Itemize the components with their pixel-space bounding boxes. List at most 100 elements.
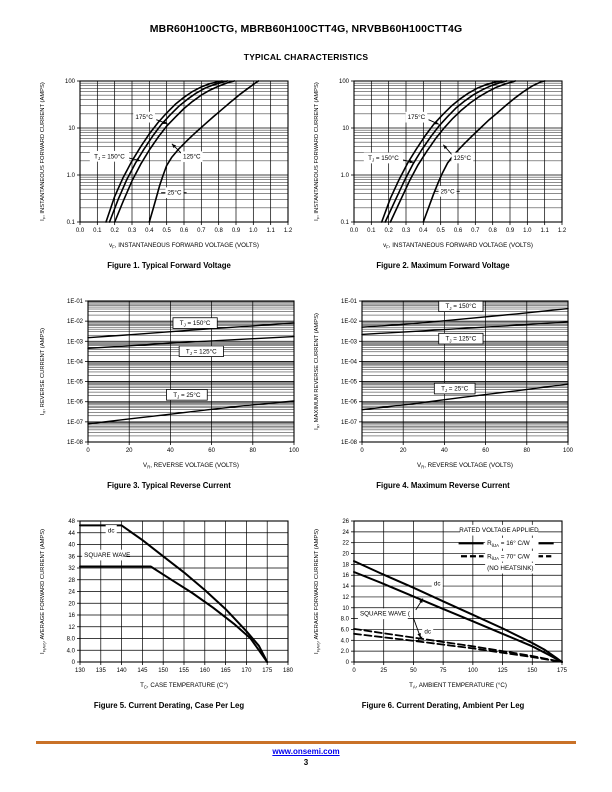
curve-label: RATED VOLTAGE APPLIED [459,527,539,534]
chart-text: 0.3 [402,228,411,234]
label-bg [82,549,125,561]
chart-text: 1E-08 [67,440,84,446]
plot-border [353,80,563,223]
x-axis-title: VR, REVERSE VOLTAGE (VOLTS) [417,462,513,470]
curve-25C [87,400,295,425]
figure-3-caption: Figure 3. Typical Reverse Current [107,481,231,490]
chart-text: 0.3 [128,228,137,234]
curve-125C [87,335,295,349]
chart-text: 0.6 [454,228,463,234]
figure-6-plot: 0 25 50 75 100 125 150 175 0 2.0 4.0 6.0 8.0 10 12 14 16… [314,519,568,690]
chart-text: 20 [68,601,75,607]
chart-text: 6.0 [341,627,350,633]
curve-25C [361,383,569,411]
chart-text: 1.0 [341,173,350,179]
chart-text: 1E-05 [67,380,84,386]
chart-text: 1E-04 [67,359,84,365]
chart-text: 100 [65,79,76,85]
label-bg [133,111,155,123]
chart-text: 1E-02 [67,319,84,325]
x-axis-title: VR, REVERSE VOLTAGE (VOLTS) [143,462,239,470]
label-bg [438,185,457,197]
curve-150C [384,80,508,223]
chart-text: 0.2 [384,228,393,234]
chart-text: 1.0 [249,228,258,234]
chart-text: 0.1 [67,220,76,226]
x-axis-title: TA, AMBIENT TEMPERATURE (°C) [409,682,507,690]
chart-text: 32 [68,566,75,572]
label-bg [363,152,404,164]
curve-square-wave-16cw [353,571,563,663]
onsemi-link[interactable]: www.onsemi.com [272,747,340,756]
label-bg [485,537,539,549]
curve-175C [380,80,503,223]
figure-row-2: 0 20 40 60 80 100 1E-08 1E-07 1E-06 1E-05 1E-04 1E-… [34,294,578,490]
chart-text: 155 [179,668,190,674]
y-axis-title: IF(AV), AVERAGE FORWARD CURRENT (AMPS) [40,529,47,654]
chart-text: 1.0 [67,173,76,179]
curve-label: RθJA = 16° C/W [487,539,530,548]
chart-text: 145 [137,668,148,674]
y-axis-title: IR, MAXIMUM REVERSE CURRENT (AMPS) [314,313,321,430]
figure-6-chart: 0 25 50 75 100 125 150 175 0 2.0 4.0 6.0 8.0 10 12 14 16… [308,514,578,692]
chart-text: 40 [441,448,448,454]
label-bg [431,578,443,589]
figure-1-caption: Figure 1. Typical Forward Voltage [107,261,231,270]
chart-text: 2.0 [341,649,350,655]
plot-border [361,300,569,443]
chart-text: 26 [342,519,349,525]
chart-text: 24 [68,590,75,596]
curve-label: TJ = 150°C [368,154,399,163]
curve-125C [389,80,516,223]
chart-text: 12 [342,595,349,601]
chart-text: 100 [339,79,350,85]
chart-text: 22 [342,541,349,547]
chart-text: 16 [342,573,349,579]
chart-text: 150 [527,668,538,674]
chart-text: 80 [249,448,256,454]
chart-text: 0.9 [506,228,515,234]
arrowhead [443,144,448,150]
chart-text: 0.1 [341,220,350,226]
chart-text: 1E-07 [67,420,84,426]
chart-text: 0.1 [367,228,376,234]
chart-text: 60 [208,448,215,454]
page-title: MBR60H100CTG, MBRB60H100CTT4G, NRVBB60H1… [149,23,463,35]
chart-text: 1E-01 [67,299,84,305]
curve-label: TJ = 125°C [186,347,217,356]
figure-1-plot: 0.0 0.1 0.2 0.3 0.4 0.5 0.6 0.7 0.8 0.9 1.0 1.1 1.20… [40,79,293,250]
figure-2: 0.0 0.1 0.2 0.3 0.4 0.5 0.6 0.7 0.8 0.9 1.0 1.1 1.2 0… [308,74,578,270]
figure-3-plot: 0 20 40 60 80 100 1E-08 1E-07 1E-06 1E-05 1E-04 1E-… [40,299,300,470]
chart-text: 44 [68,531,75,537]
figure-3: 0 20 40 60 80 100 1E-08 1E-07 1E-06 1E-05 1E-04 1E-… [34,294,304,490]
figure-2-plot: 0.0 0.1 0.2 0.3 0.4 0.5 0.6 0.7 0.8 0.9 1.0 1.1 1.20… [314,79,567,250]
figure-4-caption: Figure 4. Maximum Reverse Current [376,481,510,490]
chart-text: 8.0 [341,617,350,623]
section-title: TYPICAL CHARACTERISTICS [243,52,369,62]
curve-label: TJ = 125°C [446,335,477,344]
label-bg [165,187,184,199]
chart-text: 10 [342,606,349,612]
label-bg [357,608,408,620]
label-bg [422,626,434,637]
plot-border [353,520,563,663]
label-box [178,345,224,358]
chart-text: 1E-06 [341,400,358,406]
chart-text: 0 [86,448,90,454]
figure-2-caption: Figure 2. Maximum Forward Voltage [376,261,510,270]
chart-text: 1E-04 [341,359,358,365]
chart-text: 0 [352,668,356,674]
chart-text: 18 [342,562,349,568]
curve-label: TJ = 25°C [173,391,201,400]
chart-text: 0.2 [110,228,119,234]
chart-text: 80 [523,448,530,454]
chart-text: 40 [167,448,174,454]
figure-row-3: 130 135 140 145 150 155 160 165 170 175 180 0 4.0 8.0… [34,514,578,710]
arrowhead [162,120,168,125]
chart-text: 60 [482,448,489,454]
chart-text: 1E-02 [341,319,358,325]
chart-text: 1E-05 [341,380,358,386]
curve-label: 25°C [441,187,456,195]
arrowhead [418,635,423,640]
chart-text: 100 [289,448,300,454]
